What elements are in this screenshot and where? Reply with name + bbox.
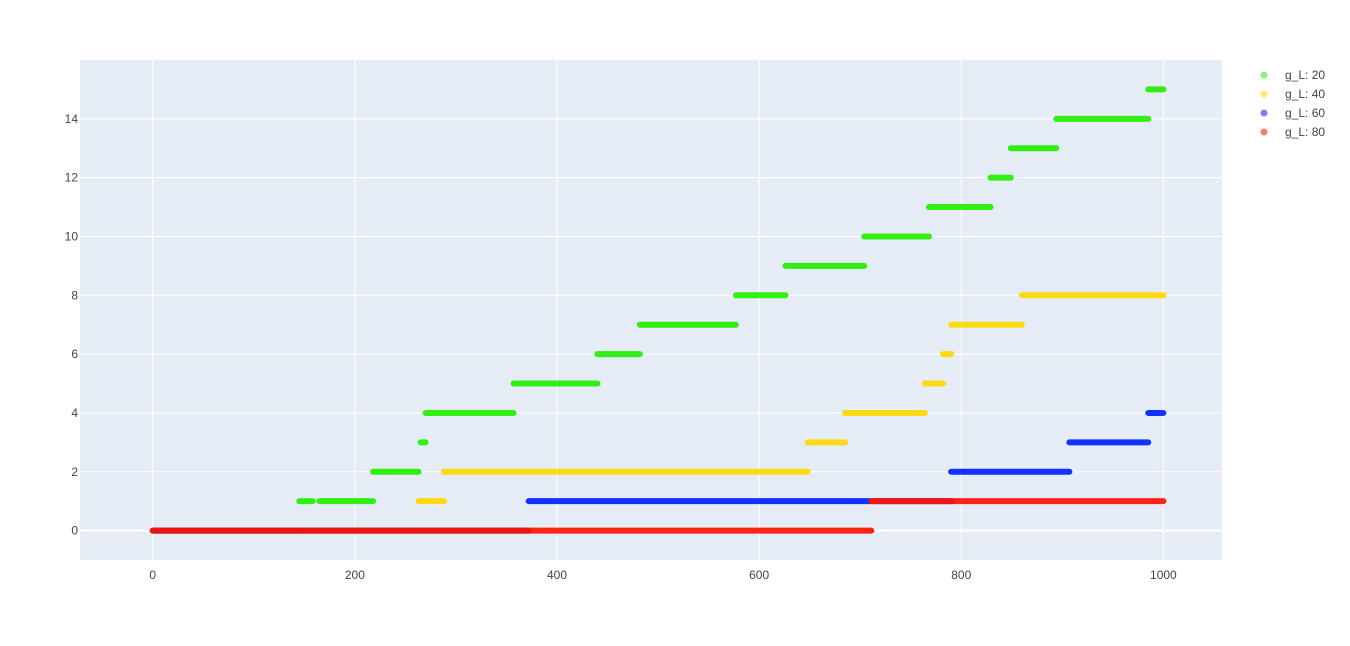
y-tick-label: 8	[71, 288, 78, 302]
legend-marker	[1260, 71, 1268, 79]
y-tick-label: 6	[71, 347, 78, 361]
legend-item[interactable]: g_L: 40	[1260, 87, 1326, 101]
x-axis-ticks: 0 200 400 600 800 1000	[149, 568, 1177, 582]
y-axis-ticks: 0 2 4 6 8 10 12 14	[65, 112, 79, 538]
legend-label: g_L: 80	[1285, 125, 1325, 139]
x-tick-label: 200	[345, 568, 365, 582]
legend-item[interactable]: g_L: 60	[1260, 106, 1326, 120]
legend-marker	[1260, 109, 1268, 117]
y-tick-label: 2	[71, 465, 78, 479]
plot-area	[80, 60, 1222, 560]
y-tick-label: 4	[71, 406, 78, 420]
x-tick-label: 1000	[1150, 568, 1177, 582]
series-4	[149, 498, 1167, 534]
legend-item[interactable]: g_L: 20	[1260, 68, 1326, 82]
y-tick-label: 12	[65, 171, 79, 185]
data-layer	[149, 86, 1167, 534]
legend[interactable]: g_L: 20 g_L: 40 g_L: 60 g_L: 80	[1260, 68, 1326, 139]
x-tick-label: 0	[149, 568, 156, 582]
x-tick-label: 800	[951, 568, 971, 582]
legend-label: g_L: 20	[1285, 68, 1325, 82]
legend-item[interactable]: g_L: 80	[1260, 125, 1326, 139]
legend-marker	[1260, 90, 1268, 98]
y-tick-label: 14	[65, 112, 79, 126]
series-1	[149, 86, 1167, 534]
x-tick-label: 600	[749, 568, 769, 582]
legend-label: g_L: 40	[1285, 87, 1325, 101]
x-tick-label: 400	[547, 568, 567, 582]
legend-label: g_L: 60	[1285, 106, 1325, 120]
y-tick-label: 10	[65, 229, 79, 243]
legend-marker	[1260, 128, 1268, 136]
y-tick-label: 0	[71, 524, 78, 538]
